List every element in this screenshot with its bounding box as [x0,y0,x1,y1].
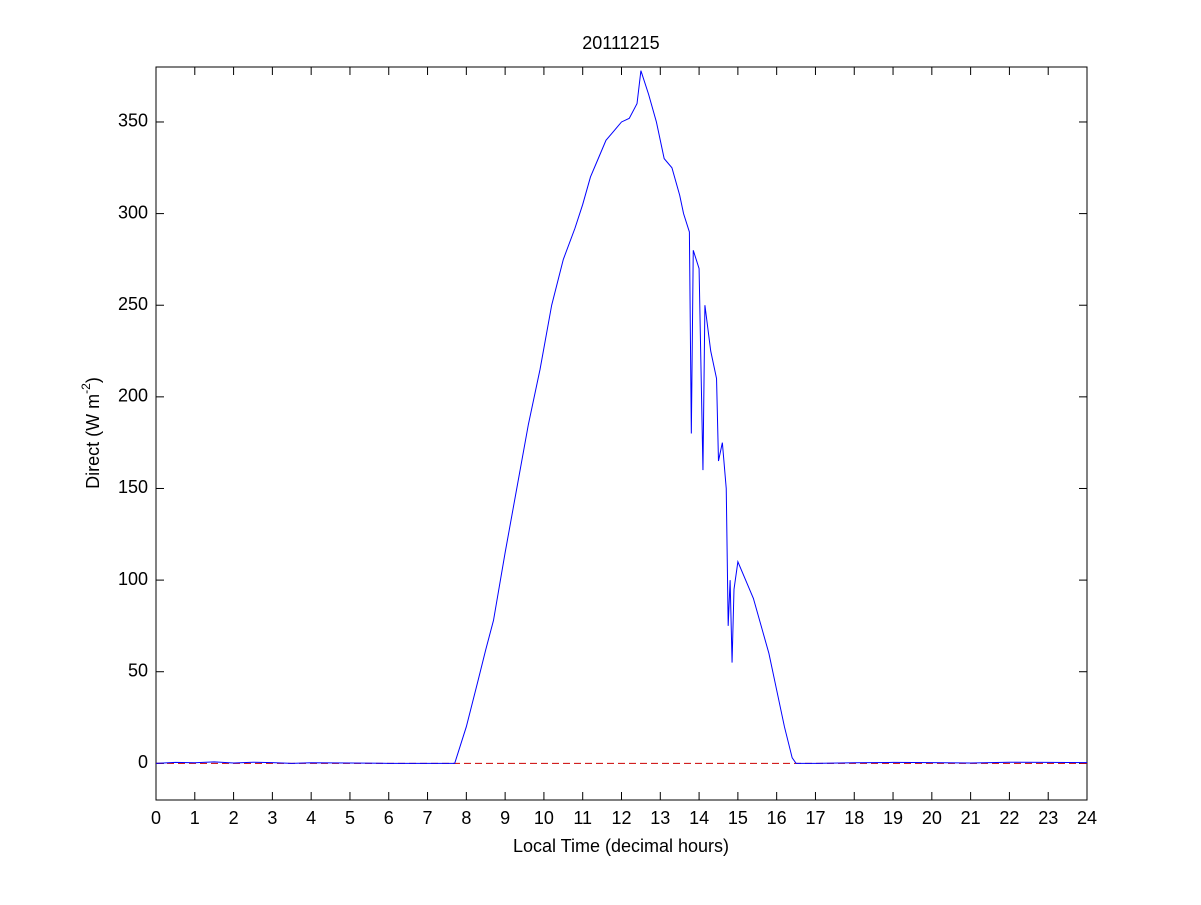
y-tick-label: 0 [138,752,148,772]
y-axis-label: Direct (W m-2) [79,377,103,489]
y-tick-label: 50 [128,660,148,680]
x-tick-label: 20 [922,808,942,828]
plot-area [155,66,1088,801]
x-tick-label: 7 [423,808,433,828]
chart-title: 20111215 [582,33,659,53]
x-tick-label: 5 [345,808,355,828]
y-tick-label: 350 [118,111,148,131]
x-tick-label: 18 [844,808,864,828]
y-axis-label-text: Direct (W m [83,394,103,489]
y-axis-label-sup: -2 [79,383,93,394]
x-tick-label: 0 [151,808,161,828]
data-line [155,70,1088,764]
x-tick-label: 12 [611,808,631,828]
y-tick-label: 200 [118,386,148,406]
y-tick-label: 250 [118,294,148,314]
x-tick-label: 16 [767,808,787,828]
x-tick-label: 13 [650,808,670,828]
x-tick-label: 8 [461,808,471,828]
x-tick-label: 23 [1038,808,1058,828]
y-tick-label: 100 [118,569,148,589]
x-tick-label: 21 [961,808,981,828]
x-tick-label: 3 [267,808,277,828]
y-tick-label: 300 [118,202,148,222]
x-tick-label: 10 [534,808,554,828]
x-tick-label: 14 [689,808,709,828]
x-tick-label: 4 [306,808,316,828]
x-axis-label: Local Time (decimal hours) [513,836,729,856]
x-tick-label: 9 [500,808,510,828]
y-tick-label: 150 [118,477,148,497]
x-tick-label: 19 [883,808,903,828]
x-tick-label: 22 [999,808,1019,828]
x-tick-label: 15 [728,808,748,828]
x-tick-label: 6 [384,808,394,828]
x-tick-label: 2 [229,808,239,828]
x-tick-label: 1 [190,808,200,828]
x-tick-label: 17 [805,808,825,828]
x-tick-label: 24 [1077,808,1097,828]
y-axis-label-suffix: ) [83,377,103,383]
x-tick-label: 11 [573,808,592,828]
